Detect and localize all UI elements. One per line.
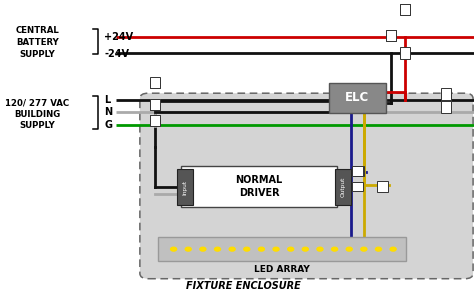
FancyBboxPatch shape [329,83,386,113]
FancyBboxPatch shape [150,78,160,88]
FancyBboxPatch shape [400,47,410,59]
Circle shape [332,247,337,251]
Circle shape [288,247,294,251]
Text: LED ARRAY: LED ARRAY [255,265,310,273]
Circle shape [375,247,382,251]
Circle shape [346,247,352,251]
FancyBboxPatch shape [150,115,160,126]
FancyBboxPatch shape [386,30,396,41]
Circle shape [317,247,323,251]
FancyBboxPatch shape [441,101,451,113]
Text: BATTERY: BATTERY [16,38,59,47]
Text: G: G [104,120,112,130]
FancyBboxPatch shape [400,4,410,15]
Circle shape [258,247,264,251]
FancyBboxPatch shape [150,115,160,126]
FancyBboxPatch shape [441,89,451,99]
Text: Output: Output [340,177,345,197]
Circle shape [244,247,250,251]
Text: N: N [104,107,112,117]
FancyBboxPatch shape [353,166,363,176]
Text: +24V: +24V [104,32,133,42]
Circle shape [302,247,308,251]
Text: Input: Input [182,179,187,195]
Text: FIXTURE ENCLOSURE: FIXTURE ENCLOSURE [185,281,301,291]
Text: 120/ 277 VAC: 120/ 277 VAC [5,98,69,107]
FancyBboxPatch shape [353,182,363,191]
Circle shape [200,247,206,251]
FancyBboxPatch shape [158,237,406,261]
FancyBboxPatch shape [335,169,351,205]
FancyBboxPatch shape [377,181,388,192]
FancyBboxPatch shape [150,77,160,88]
Circle shape [229,247,235,251]
Circle shape [215,247,220,251]
FancyBboxPatch shape [441,88,451,100]
FancyBboxPatch shape [400,4,410,15]
Text: NORMAL
DRIVER: NORMAL DRIVER [236,175,283,198]
Circle shape [171,247,177,251]
Text: -24V: -24V [104,49,129,59]
Text: SUPPLY: SUPPLY [19,50,55,59]
FancyBboxPatch shape [150,99,160,110]
FancyBboxPatch shape [441,102,451,112]
Text: L: L [104,95,110,105]
Circle shape [390,247,396,251]
Text: ELC: ELC [345,91,369,104]
FancyBboxPatch shape [181,166,337,207]
Text: CENTRAL: CENTRAL [15,26,59,35]
FancyBboxPatch shape [150,99,160,110]
Text: SUPPLY: SUPPLY [19,121,55,130]
FancyBboxPatch shape [140,93,473,279]
FancyBboxPatch shape [354,166,365,176]
Circle shape [185,247,191,251]
FancyBboxPatch shape [400,48,410,58]
FancyBboxPatch shape [386,30,396,41]
FancyBboxPatch shape [177,169,192,205]
Circle shape [273,247,279,251]
Circle shape [361,247,367,251]
Text: BUILDING: BUILDING [14,110,60,118]
